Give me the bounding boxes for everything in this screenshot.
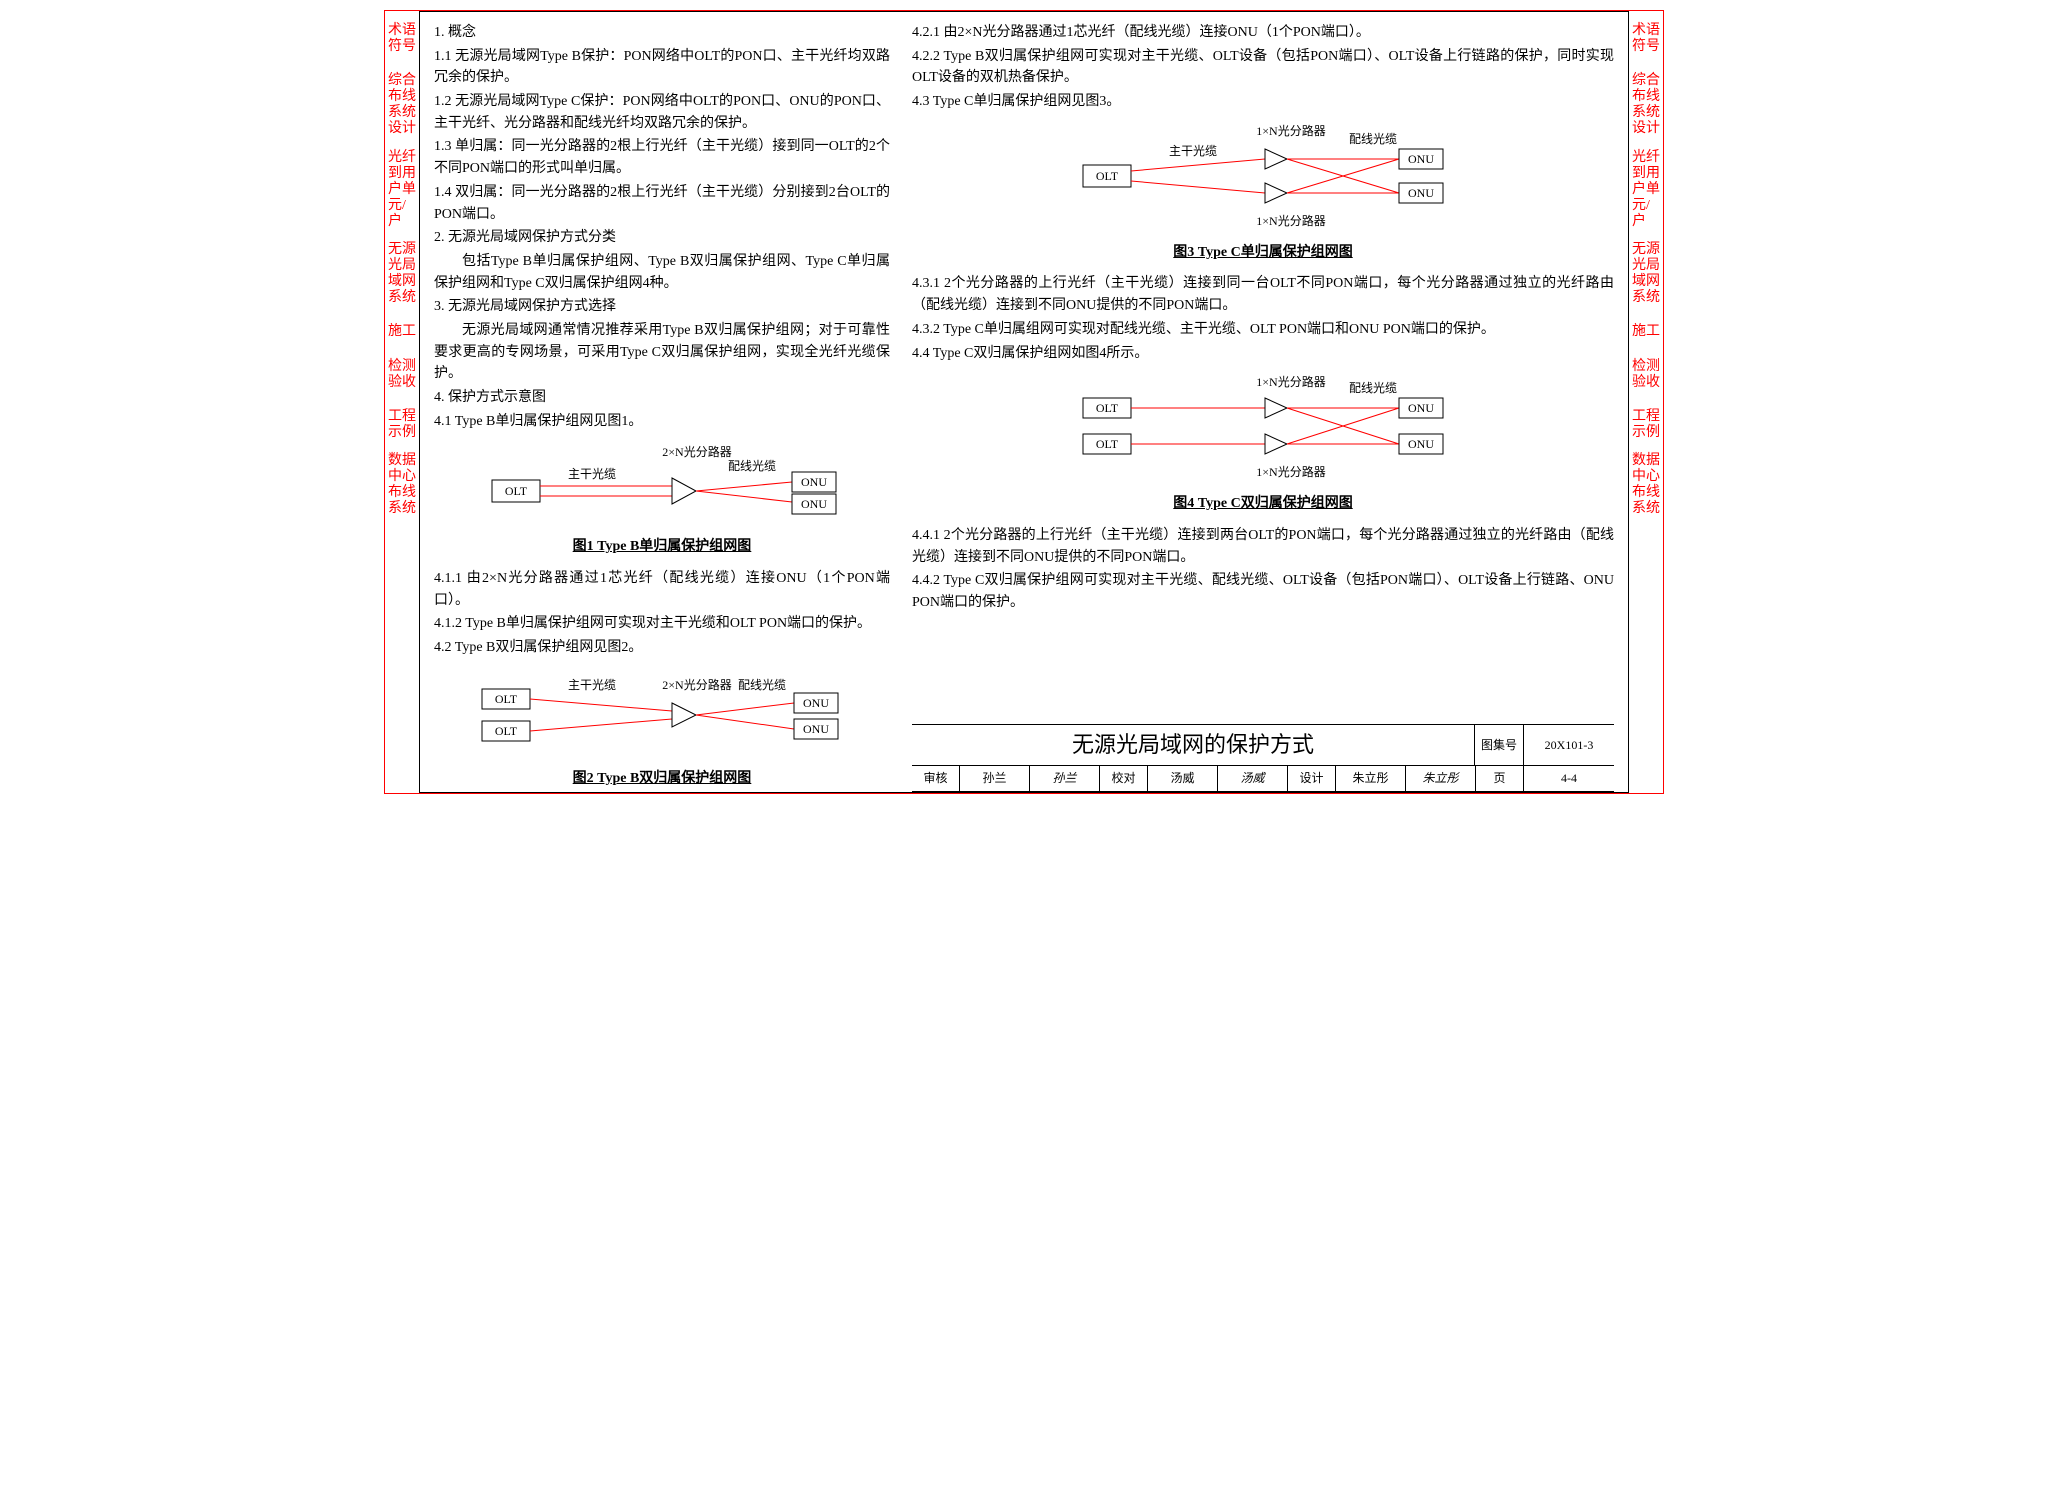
tab[interactable]: 术语符号	[385, 17, 419, 61]
val: 汤威	[1148, 766, 1218, 792]
svg-text:主干光缆: 主干光缆	[1169, 144, 1217, 158]
sheet-title: 无源光局域网的保护方式	[912, 725, 1475, 766]
para: 4.4.1 2个光分路器的上行光纤（主干光缆）连接到两台OLT的PON端口，每个…	[912, 525, 1614, 568]
para: 无源光局域网通常情况推荐采用Type B双归属保护组网；对于可靠性要求更高的专网…	[434, 320, 890, 385]
tab[interactable]: 术语符号	[1629, 17, 1663, 61]
svg-text:OLT: OLT	[505, 484, 528, 498]
svg-text:OLT: OLT	[495, 724, 518, 738]
tab[interactable]: 无源光局域网系统	[385, 236, 419, 312]
svg-text:ONU: ONU	[803, 696, 829, 710]
para: 4.1.2 Type B单归属保护组网可实现对主干光缆和OLT PON端口的保护…	[434, 613, 890, 635]
para: 2. 无源光局域网保护方式分类	[434, 227, 890, 249]
frame: 术语符号 综合布线系统设计 光纤到用户单元/户 无源光局域网系统 施工 检测验收…	[384, 11, 1664, 793]
lbl: 页	[1476, 766, 1524, 792]
lbl: 校对	[1100, 766, 1148, 792]
para: 1. 概念	[434, 22, 890, 44]
para: 4.3.1 2个光分路器的上行光纤（主干光缆）连接到同一台OLT不同PON端口，…	[912, 273, 1614, 316]
album-number: 20X101-3	[1524, 725, 1614, 766]
figure-2: OLT OLT 主干光缆 2×N光分路器 配线光缆 ONU ONU	[442, 667, 882, 762]
svg-text:ONU: ONU	[1408, 401, 1434, 415]
para: 4.2.1 由2×N光分路器通过1芯光纤（配线光缆）连接ONU（1个PON端口）…	[912, 22, 1614, 44]
para: 4. 保护方式示意图	[434, 387, 890, 409]
page-number: 4-4	[1524, 766, 1614, 792]
column-left: 1. 概念 1.1 无源光局域网Type B保护：PON网络中OLT的PON口、…	[434, 22, 890, 792]
para: 1.3 单归属：同一光分路器的2根上行光纤（主干光缆）接到同一OLT的2个不同P…	[434, 136, 890, 179]
para: 3. 无源光局域网保护方式选择	[434, 296, 890, 318]
svg-text:配线光缆: 配线光缆	[1349, 132, 1397, 146]
figure-2-caption: 图2 Type B双归属保护组网图	[434, 768, 890, 790]
para: 1.1 无源光局域网Type B保护：PON网络中OLT的PON口、主干光纤均双…	[434, 46, 890, 89]
svg-text:ONU: ONU	[803, 722, 829, 736]
svg-text:配线光缆: 配线光缆	[738, 678, 786, 692]
tab[interactable]: 工程示例	[385, 403, 419, 447]
para: 4.1 Type B单归属保护组网见图1。	[434, 411, 890, 433]
svg-text:ONU: ONU	[1408, 152, 1434, 166]
svg-text:配线光缆: 配线光缆	[1349, 381, 1397, 395]
tab[interactable]: 施工	[385, 318, 419, 346]
para: 4.3.2 Type C单归属组网可实现对配线光缆、主干光缆、OLT PON端口…	[912, 319, 1614, 341]
title-block: 无源光局域网的保护方式 图集号 20X101-3 审核 孙兰 孙兰 校对 汤威 …	[912, 724, 1614, 792]
svg-text:OLT: OLT	[495, 692, 518, 706]
figure-4-caption: 图4 Type C双归属保护组网图	[912, 493, 1614, 515]
page: 术语符号 综合布线系统设计 光纤到用户单元/户 无源光局域网系统 施工 检测验收…	[384, 10, 1664, 794]
para: 4.3 Type C单归属保护组网见图3。	[912, 91, 1614, 113]
svg-text:ONU: ONU	[801, 497, 827, 511]
column-right: 4.2.1 由2×N光分路器通过1芯光纤（配线光缆）连接ONU（1个PON端口）…	[912, 22, 1614, 792]
svg-text:ONU: ONU	[1408, 186, 1434, 200]
val: 朱立彤	[1336, 766, 1406, 792]
svg-text:ONU: ONU	[801, 475, 827, 489]
tab[interactable]: 检测验收	[385, 353, 419, 397]
para: 4.4 Type C双归属保护组网如图4所示。	[912, 343, 1614, 365]
tab[interactable]: 综合布线系统设计	[1629, 67, 1663, 143]
tab[interactable]: 光纤到用户单元/户	[385, 144, 419, 236]
para: 4.2.2 Type B双归属保护组网可实现对主干光缆、OLT设备（包括PON端…	[912, 46, 1614, 89]
side-tabs-right: 术语符号 综合布线系统设计 光纤到用户单元/户 无源光局域网系统 施工 检测验收…	[1629, 11, 1663, 793]
lbl: 设计	[1288, 766, 1336, 792]
svg-text:OLT: OLT	[1096, 401, 1119, 415]
drawing-sheet: 1. 概念 1.1 无源光局域网Type B保护：PON网络中OLT的PON口、…	[419, 11, 1629, 793]
svg-text:2×N光分路器: 2×N光分路器	[662, 444, 731, 459]
figure-3-caption: 图3 Type C单归属保护组网图	[912, 242, 1614, 264]
svg-text:1×N光分路器: 1×N光分路器	[1256, 213, 1325, 228]
tab[interactable]: 综合布线系统设计	[385, 67, 419, 143]
signature: 孙兰	[1030, 766, 1100, 792]
tab[interactable]: 无源光局域网系统	[1629, 236, 1663, 312]
para: 包括Type B单归属保护组网、Type B双归属保护组网、Type C单归属保…	[434, 251, 890, 294]
lbl: 审核	[912, 766, 960, 792]
tab[interactable]: 施工	[1629, 318, 1663, 346]
signature: 朱立彤	[1406, 766, 1476, 792]
svg-text:OLT: OLT	[1096, 169, 1119, 183]
album-label: 图集号	[1475, 725, 1524, 766]
svg-text:1×N光分路器: 1×N光分路器	[1256, 374, 1325, 389]
para: 4.2 Type B双归属保护组网见图2。	[434, 637, 890, 659]
tab[interactable]: 检测验收	[1629, 353, 1663, 397]
para: 4.4.2 Type C双归属保护组网可实现对主干光缆、配线光缆、OLT设备（包…	[912, 570, 1614, 613]
svg-text:主干光缆: 主干光缆	[568, 678, 616, 692]
figure-4: OLT OLT 1×N光分路器 1×N光分路器 配线光缆 ONU ONU	[1043, 372, 1483, 487]
para: 1.2 无源光局域网Type C保护：PON网络中OLT的PON口、ONU的PO…	[434, 91, 890, 134]
tab[interactable]: 工程示例	[1629, 403, 1663, 447]
svg-text:OLT: OLT	[1096, 437, 1119, 451]
para: 1.4 双归属：同一光分路器的2根上行光纤（主干光缆）分别接到2台OLT的PON…	[434, 182, 890, 225]
val: 孙兰	[960, 766, 1030, 792]
signature: 汤威	[1218, 766, 1288, 792]
tab[interactable]: 光纤到用户单元/户	[1629, 144, 1663, 236]
svg-text:ONU: ONU	[1408, 437, 1434, 451]
svg-text:主干光缆: 主干光缆	[568, 467, 616, 481]
rule-bottom	[384, 793, 1664, 794]
svg-text:1×N光分路器: 1×N光分路器	[1256, 464, 1325, 479]
tab[interactable]: 数据中心布线系统	[385, 447, 419, 523]
figure-1: OLT 主干光缆 2×N光分路器 配线光缆 ONU ONU	[452, 440, 872, 530]
side-tabs-left: 术语符号 综合布线系统设计 光纤到用户单元/户 无源光局域网系统 施工 检测验收…	[385, 11, 419, 793]
figure-1-caption: 图1 Type B单归属保护组网图	[434, 536, 890, 558]
svg-text:配线光缆: 配线光缆	[728, 459, 776, 473]
para: 4.1.1 由2×N光分路器通过1芯光纤（配线光缆）连接ONU（1个PON端口）…	[434, 568, 890, 611]
svg-text:2×N光分路器: 2×N光分路器	[662, 677, 731, 692]
svg-text:1×N光分路器: 1×N光分路器	[1256, 123, 1325, 138]
tab[interactable]: 数据中心布线系统	[1629, 447, 1663, 523]
figure-3: OLT 主干光缆 1×N光分路器 1×N光分路器 配线光缆 ONU ONU	[1043, 121, 1483, 236]
